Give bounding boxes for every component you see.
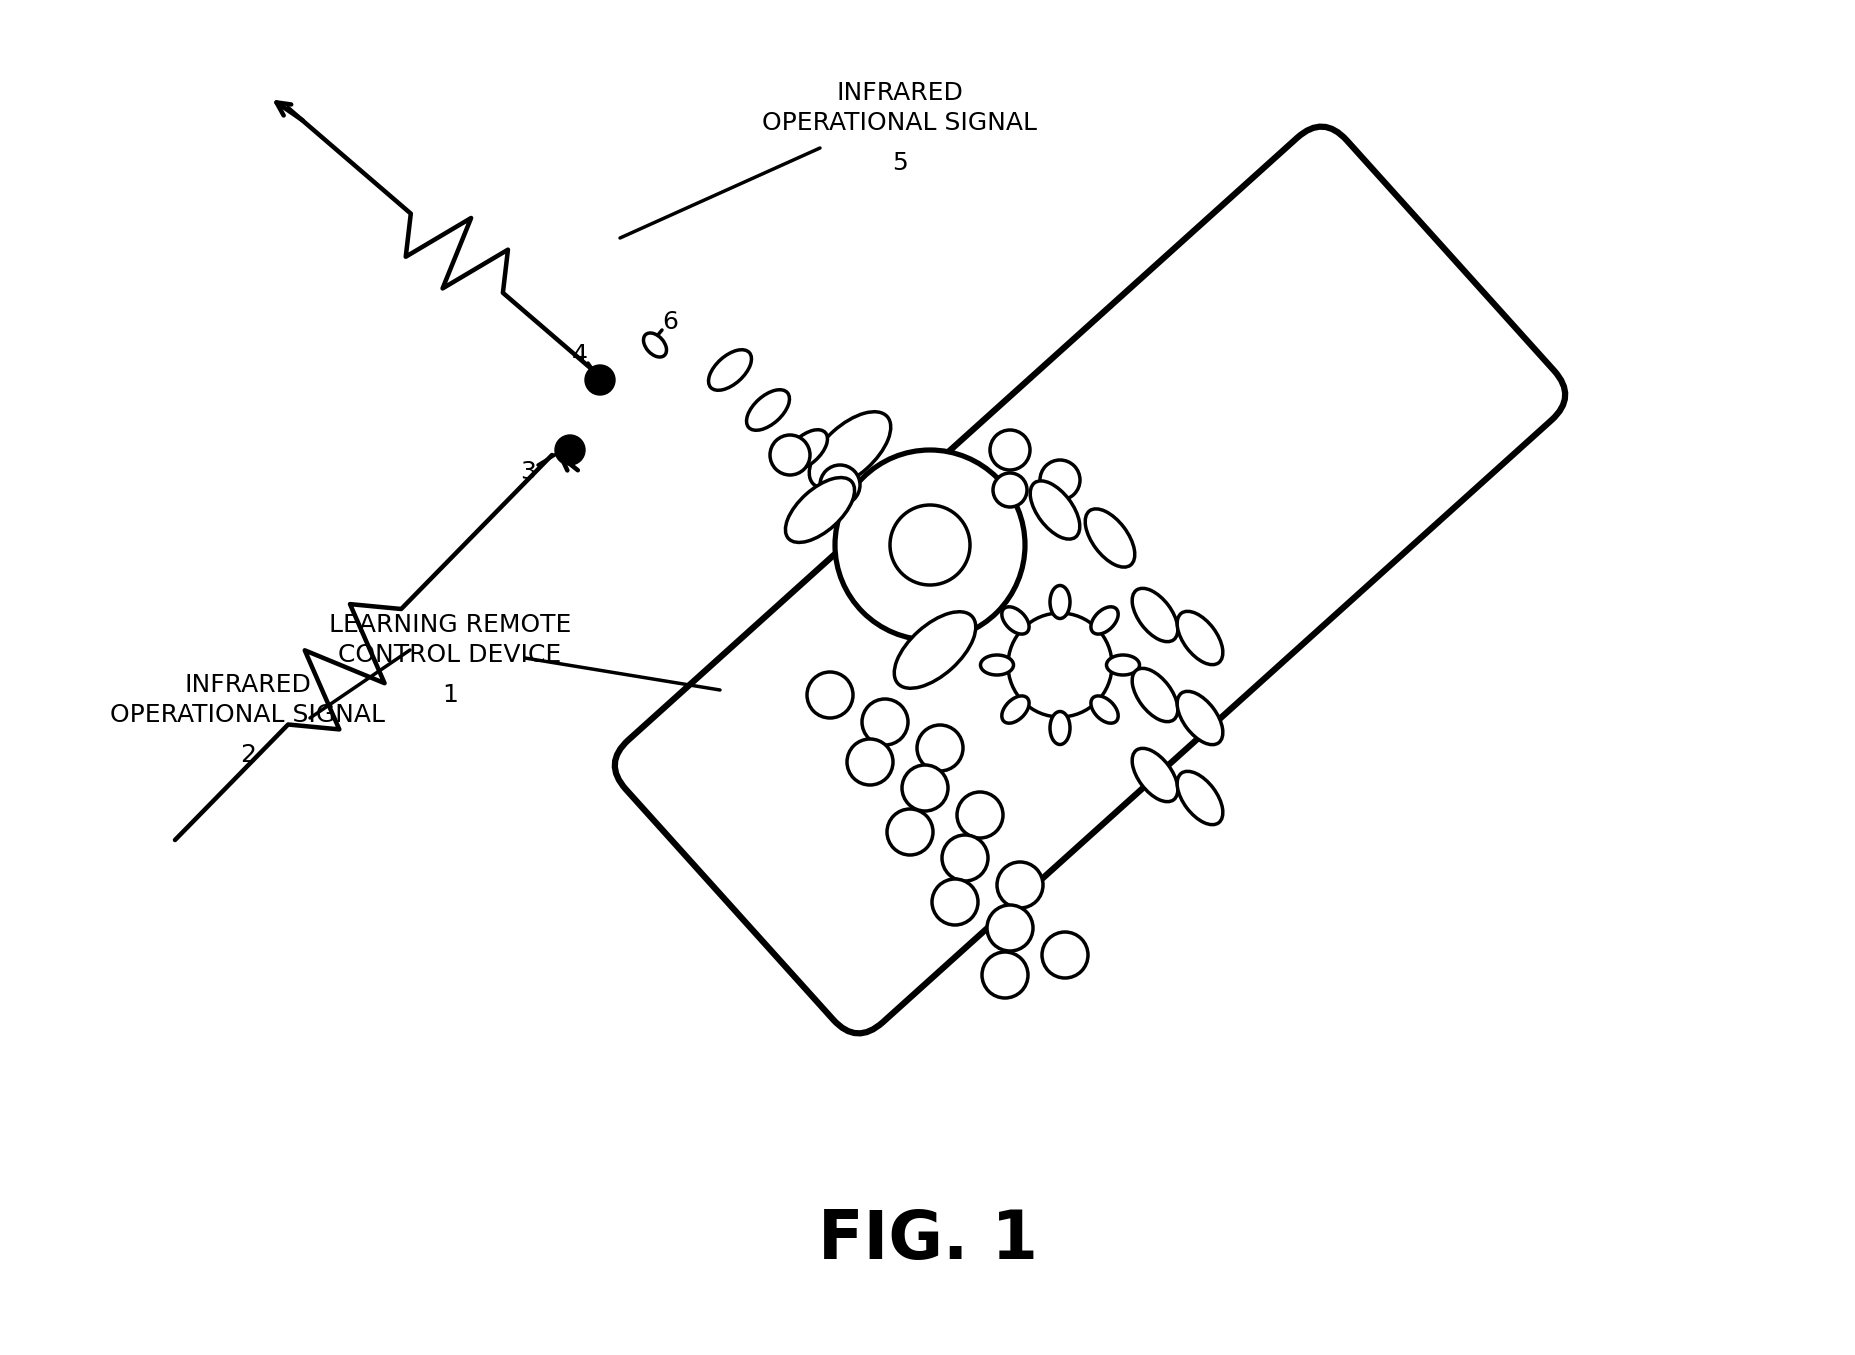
Ellipse shape <box>785 430 827 470</box>
Text: INFRARED
OPERATIONAL SIGNAL: INFRARED OPERATIONAL SIGNAL <box>762 81 1037 136</box>
Ellipse shape <box>709 350 751 390</box>
Ellipse shape <box>1050 711 1070 744</box>
Circle shape <box>981 953 1028 999</box>
Circle shape <box>987 905 1033 951</box>
Text: 3: 3 <box>519 459 536 484</box>
Text: INFRARED
OPERATIONAL SIGNAL: INFRARED OPERATIONAL SIGNAL <box>111 672 386 728</box>
Ellipse shape <box>1002 696 1028 724</box>
Ellipse shape <box>746 390 788 431</box>
Ellipse shape <box>1085 509 1133 568</box>
Circle shape <box>1007 612 1111 717</box>
Circle shape <box>1041 932 1087 978</box>
Circle shape <box>942 835 987 881</box>
Ellipse shape <box>979 654 1013 675</box>
Ellipse shape <box>785 477 853 542</box>
Circle shape <box>989 430 1030 470</box>
Circle shape <box>996 862 1043 908</box>
Ellipse shape <box>809 412 890 488</box>
Circle shape <box>770 435 809 476</box>
Ellipse shape <box>1176 771 1222 825</box>
Circle shape <box>916 725 963 771</box>
Circle shape <box>902 766 948 812</box>
Circle shape <box>584 364 614 396</box>
Circle shape <box>846 738 892 785</box>
Circle shape <box>820 465 859 505</box>
FancyBboxPatch shape <box>614 126 1564 1034</box>
Ellipse shape <box>1091 607 1117 634</box>
Ellipse shape <box>1176 691 1222 745</box>
Circle shape <box>555 435 584 465</box>
Text: FIG. 1: FIG. 1 <box>818 1207 1037 1272</box>
Text: 4: 4 <box>571 343 588 367</box>
Circle shape <box>992 473 1026 507</box>
Circle shape <box>887 809 933 855</box>
Ellipse shape <box>1050 585 1070 618</box>
Ellipse shape <box>1002 607 1028 634</box>
Ellipse shape <box>1132 668 1178 722</box>
Text: 1: 1 <box>441 683 458 707</box>
Circle shape <box>861 699 907 745</box>
Ellipse shape <box>1030 481 1080 539</box>
Ellipse shape <box>1106 654 1139 675</box>
Ellipse shape <box>1132 588 1178 642</box>
Ellipse shape <box>1176 611 1222 665</box>
Ellipse shape <box>894 611 976 688</box>
Ellipse shape <box>1132 748 1178 802</box>
Ellipse shape <box>644 333 666 356</box>
Text: LEARNING REMOTE
CONTROL DEVICE: LEARNING REMOTE CONTROL DEVICE <box>328 612 571 667</box>
Circle shape <box>957 793 1002 837</box>
Circle shape <box>890 505 970 585</box>
Circle shape <box>1039 459 1080 500</box>
Text: 2: 2 <box>239 743 256 767</box>
Text: 5: 5 <box>892 150 907 175</box>
Text: 6: 6 <box>662 310 677 333</box>
Circle shape <box>931 879 978 925</box>
Circle shape <box>807 672 853 718</box>
Ellipse shape <box>1091 696 1117 724</box>
Circle shape <box>835 450 1024 640</box>
